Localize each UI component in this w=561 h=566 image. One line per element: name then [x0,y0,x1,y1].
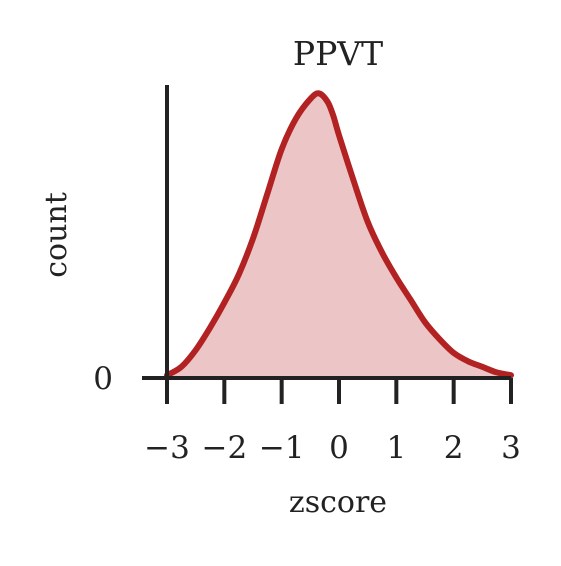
x-tick-label: 3 [501,430,521,466]
x-axis-label: zscore [289,485,387,520]
chart-title: PPVT [293,34,383,73]
x-tick-label: −1 [259,430,305,466]
y-axis-label: count [39,192,74,278]
axes: −3 −2 −1 0 1 2 3 0 [93,85,521,466]
y-tick-label: 0 [93,361,113,397]
x-tick-label: −3 [144,430,190,466]
plot-area [164,90,514,379]
x-tick-label: 0 [329,430,349,466]
density-curve-line [164,90,514,379]
x-tick-label: −2 [201,430,247,466]
x-tick-label: 1 [386,430,406,466]
x-tick-label: 2 [444,430,464,466]
density-area-fill [167,93,511,378]
